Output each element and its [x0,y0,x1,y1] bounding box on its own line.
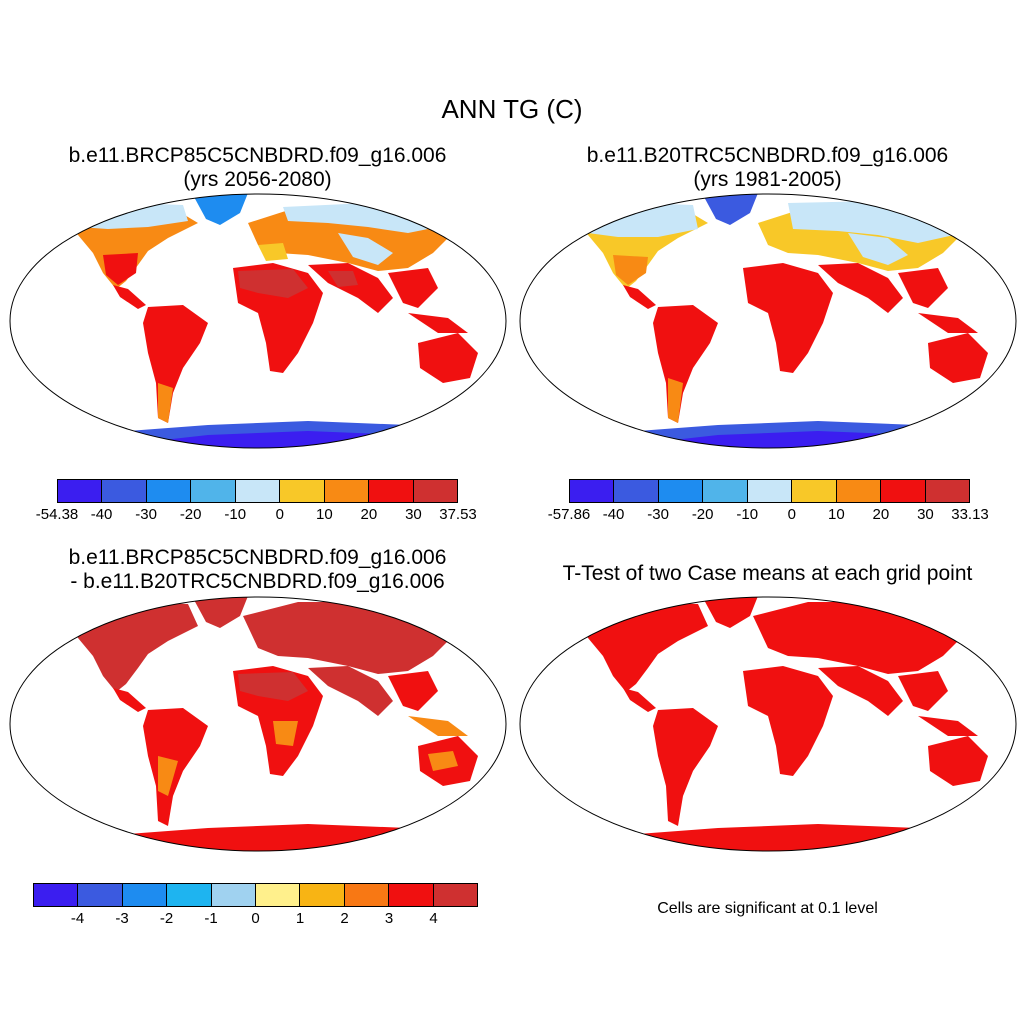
cb1-tick-label: -20 [179,506,202,523]
cb3-tick-label: 2 [340,910,349,927]
panel3-title-line1: b.e11.BRCP85C5CNBDRD.f09_g16.006 [68,546,447,569]
cb2-tick-label: 20 [872,506,890,523]
cb2-tick-label: -20 [691,506,714,523]
cb1-segment [369,480,414,502]
map-panel1 [9,193,507,449]
cb1-tick-label: 20 [360,506,378,523]
cb3-segment [211,884,257,906]
cb3-segment [300,884,345,906]
cb1-segment [146,480,192,502]
cb2-tick-label: -30 [647,506,669,523]
cb3-tick-label: 1 [295,910,305,927]
cb2-segment [614,480,659,502]
cb2-tick-label: -10 [736,506,759,523]
panel2-title: b.e11.B20TRC5CNBDRD.f09_g16.006 (yrs 198… [540,144,995,192]
cb1-tick-label: -40 [90,506,113,523]
map-panel2 [519,193,1017,449]
cb1-tick-label: -54.38 [35,506,79,523]
cb1-segment [324,480,370,502]
cb1-tick-label: 0 [275,506,284,523]
cb2-segment [703,480,748,502]
cb2-tick-label: 33.13 [951,506,989,523]
panel4-title: T-Test of two Case means at each grid po… [562,562,973,585]
cb1-segment [413,480,457,502]
cb1-segment [102,480,147,502]
map-panel3 [9,596,507,852]
cb1-segment [58,480,103,502]
cb3-tick-label: -2 [159,910,174,927]
significance-note: Cells are significant at 0.1 level [657,900,878,917]
cb2-tick-label: 30 [917,506,934,523]
cb1-tick-label: -10 [224,506,247,523]
cb1-tick-label: 30 [405,506,422,523]
cb1-segment [191,480,236,502]
cb2-segment [836,480,882,502]
cb1-segment [235,480,281,502]
cb1-tick-label: 37.53 [439,506,477,523]
figure-title: ANN TG (C) [441,94,583,124]
cb3-segment [256,884,301,906]
panel1-title: b.e11.BRCP85C5CNBDRD.f09_g16.006 (yrs 20… [30,144,485,192]
panel2-title-line2: (yrs 1981-2005) [693,168,842,191]
cb2-segment [881,480,926,502]
cb2-tick-label: -40 [602,506,625,523]
cb3-segment [344,884,390,906]
colorbar-panel3 [33,883,478,907]
colorbar-panel2 [569,479,970,503]
cb3-segment [389,884,434,906]
colorbar-panel1 [57,479,458,503]
cb3-segment [122,884,168,906]
cb3-tick-label: -3 [115,910,129,927]
cb2-segment [792,480,837,502]
panel2-title-line1: b.e11.B20TRC5CNBDRD.f09_g16.006 [586,144,949,167]
cb2-tick-label: -57.86 [547,506,591,523]
cb2-tick-label: 10 [827,506,845,523]
panel1-title-line1: b.e11.BRCP85C5CNBDRD.f09_g16.006 [68,144,447,167]
cb3-tick-label: -1 [204,910,218,927]
cb1-tick-label: -30 [135,506,157,523]
cb3-tick-label: 3 [384,910,394,927]
cb3-segment [433,884,478,906]
cb3-tick-label: 4 [429,910,438,927]
panel3-title-line2: - b.e11.B20TRC5CNBDRD.f09_g16.006 [70,570,445,593]
cb3-segment [78,884,123,906]
cb3-segment [34,884,79,906]
cb2-segment [747,480,793,502]
panel1-title-line2: (yrs 2056-2080) [183,168,332,191]
cb1-segment [280,480,325,502]
cb3-segment [167,884,212,906]
cb1-tick-label: 10 [315,506,333,523]
cb2-segment [658,480,704,502]
cb2-tick-label: 0 [787,506,796,523]
cb2-segment [570,480,615,502]
panel3-title: b.e11.BRCP85C5CNBDRD.f09_g16.006 - b.e11… [30,546,485,594]
cb3-tick-label: 0 [251,910,260,927]
cb3-tick-label: -4 [70,910,85,927]
map-panel4 [519,596,1017,852]
cb2-segment [925,480,969,502]
